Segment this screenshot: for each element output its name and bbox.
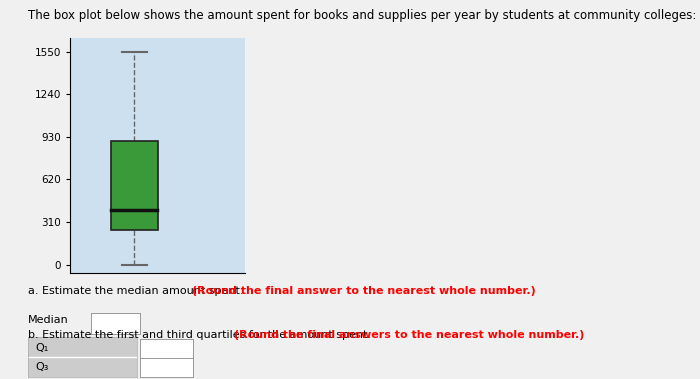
- Text: Median: Median: [28, 315, 69, 324]
- Text: (Round the final answer to the nearest whole number.): (Round the final answer to the nearest w…: [193, 286, 536, 296]
- Bar: [111, 141, 158, 230]
- Text: (Round the final answers to the nearest whole number.): (Round the final answers to the nearest …: [234, 330, 585, 340]
- Text: b. Estimate the first and third quartiles for the amount spent.: b. Estimate the first and third quartile…: [28, 330, 375, 340]
- Text: a. Estimate the median amount spent.: a. Estimate the median amount spent.: [28, 286, 247, 296]
- Text: The box plot below shows the amount spent for books and supplies per year by stu: The box plot below shows the amount spen…: [28, 9, 696, 22]
- Text: Q₃: Q₃: [36, 362, 49, 372]
- Text: Q₁: Q₁: [36, 343, 49, 352]
